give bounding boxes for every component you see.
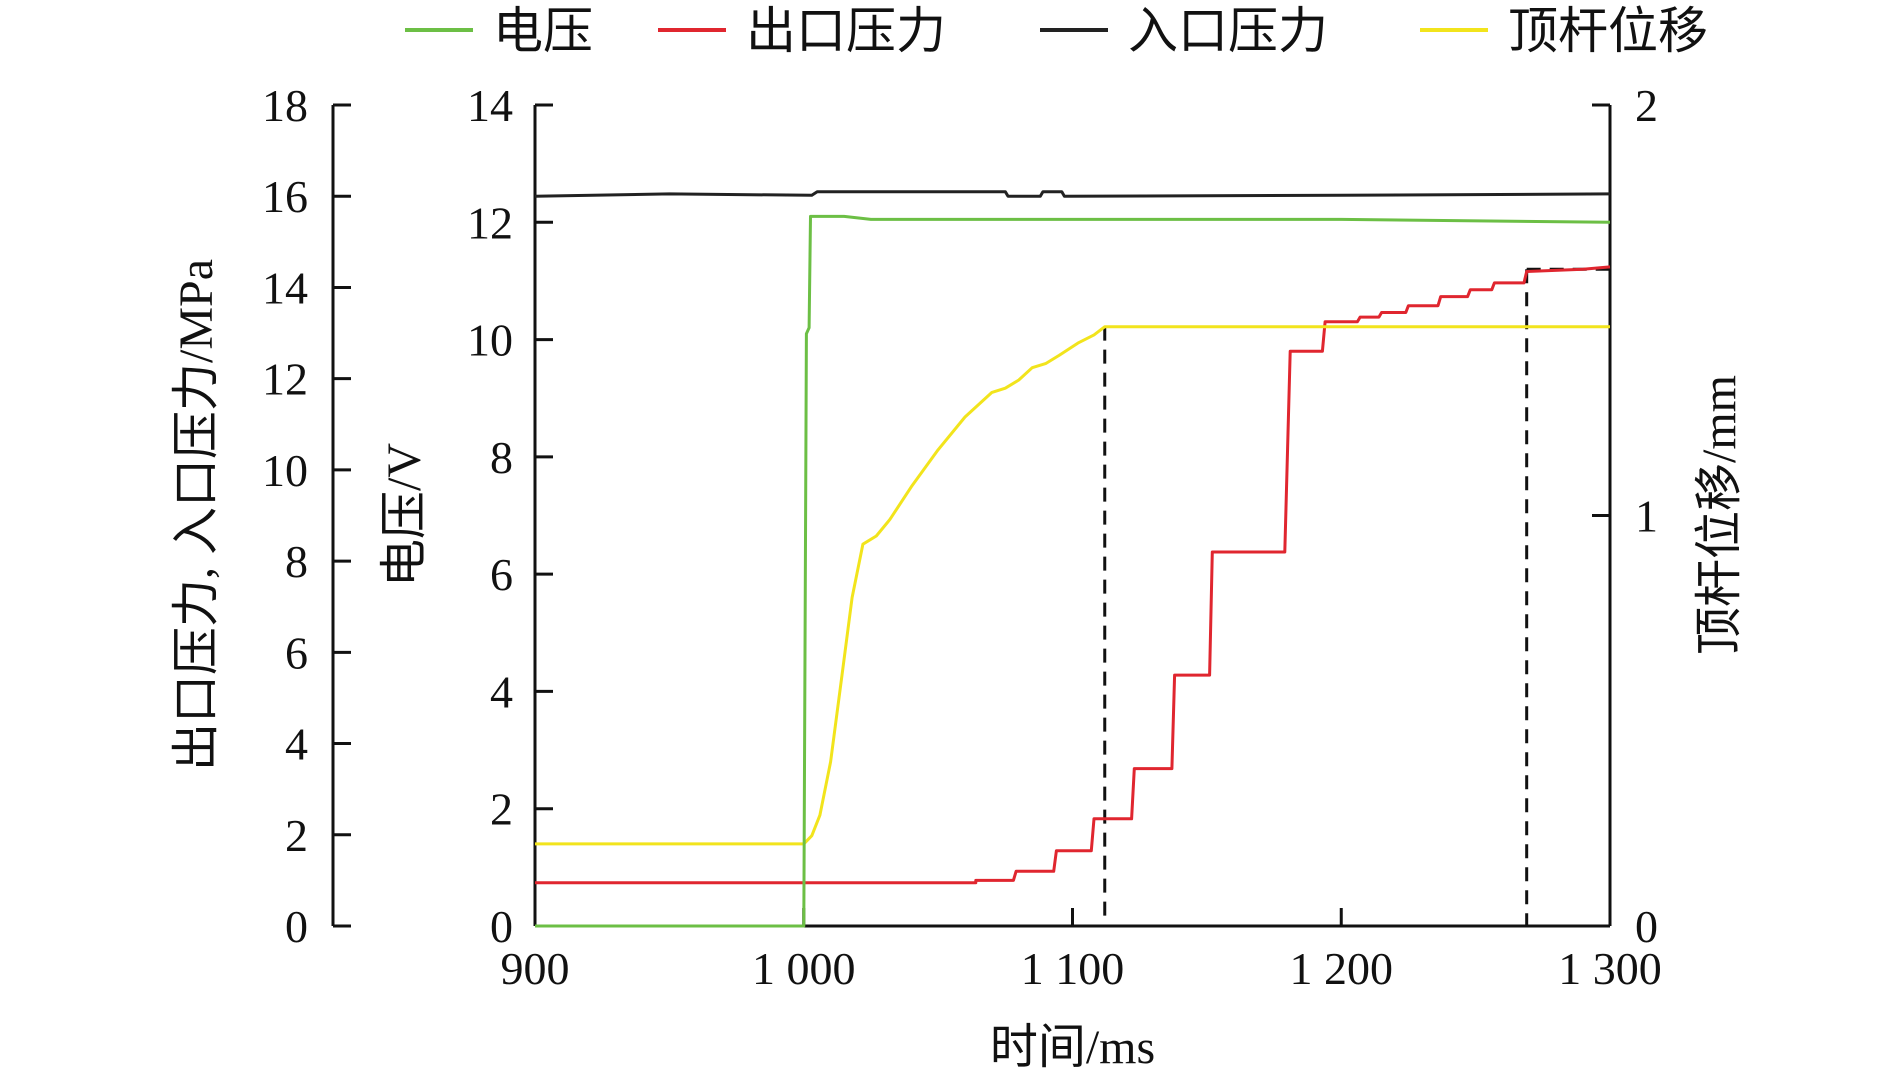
displacement-tick-label: 0 [1635, 901, 1658, 952]
displacement-axis-label: 顶杆位移/mm [1693, 375, 1746, 655]
voltage-tick-label: 4 [490, 666, 513, 717]
pressure-tick-label: 0 [285, 901, 308, 952]
pressure-tick-label: 2 [285, 810, 308, 861]
legend-label: 出口压力 [746, 3, 946, 59]
x-tick-label: 900 [501, 943, 570, 994]
x-tick-label: 1 000 [752, 943, 856, 994]
reference-lines [1103, 267, 1610, 926]
pressure-tick-label: 10 [262, 445, 308, 496]
x-tick-label: 1 100 [1021, 943, 1125, 994]
displacement-tick-label: 1 [1635, 491, 1658, 542]
x-axis-label: 时间/ms [990, 1021, 1155, 1074]
pressure-tick-label: 16 [262, 171, 308, 222]
voltage-tick-label: 0 [490, 901, 513, 952]
pressure-tick-label: 8 [285, 536, 308, 587]
voltage-axis-label: 电压/V [378, 443, 431, 587]
series-line-displacement-2 [535, 325, 1610, 846]
pressure-tick-label: 4 [285, 719, 308, 770]
voltage-tick-label: 6 [490, 549, 513, 600]
pressure-tick-label: 12 [262, 354, 308, 405]
voltage-tick-label: 10 [467, 315, 513, 366]
legend-label: 电压 [493, 3, 593, 59]
voltage-tick-label: 12 [467, 197, 513, 248]
x-tick-label: 1 200 [1290, 943, 1394, 994]
x-tick-label: 1 300 [1558, 943, 1662, 994]
legend-label: 入口压力 [1128, 3, 1328, 59]
pressure-tick-label: 18 [262, 80, 308, 131]
displacement-tick-label: 2 [1635, 80, 1658, 131]
series-line-pressure-1 [535, 265, 1611, 885]
voltage-tick-label: 2 [490, 784, 513, 835]
pressure-tick-label: 14 [262, 262, 308, 313]
voltage-tick-label: 8 [490, 432, 513, 483]
legend-label: 顶杆位移 [1508, 3, 1708, 59]
voltage-tick-label: 14 [467, 80, 513, 131]
pressure-tick-label: 6 [285, 627, 308, 678]
series-line-pressure-0 [534, 190, 1611, 198]
chart-legend: 电压 出口压力 入口压力 顶杆位移 [405, 3, 1708, 59]
series-line-voltage-3 [535, 214, 1611, 928]
chart-series [534, 190, 1611, 928]
pressure-axis-label: 出口压力, 入口压力/MPa [170, 259, 223, 771]
